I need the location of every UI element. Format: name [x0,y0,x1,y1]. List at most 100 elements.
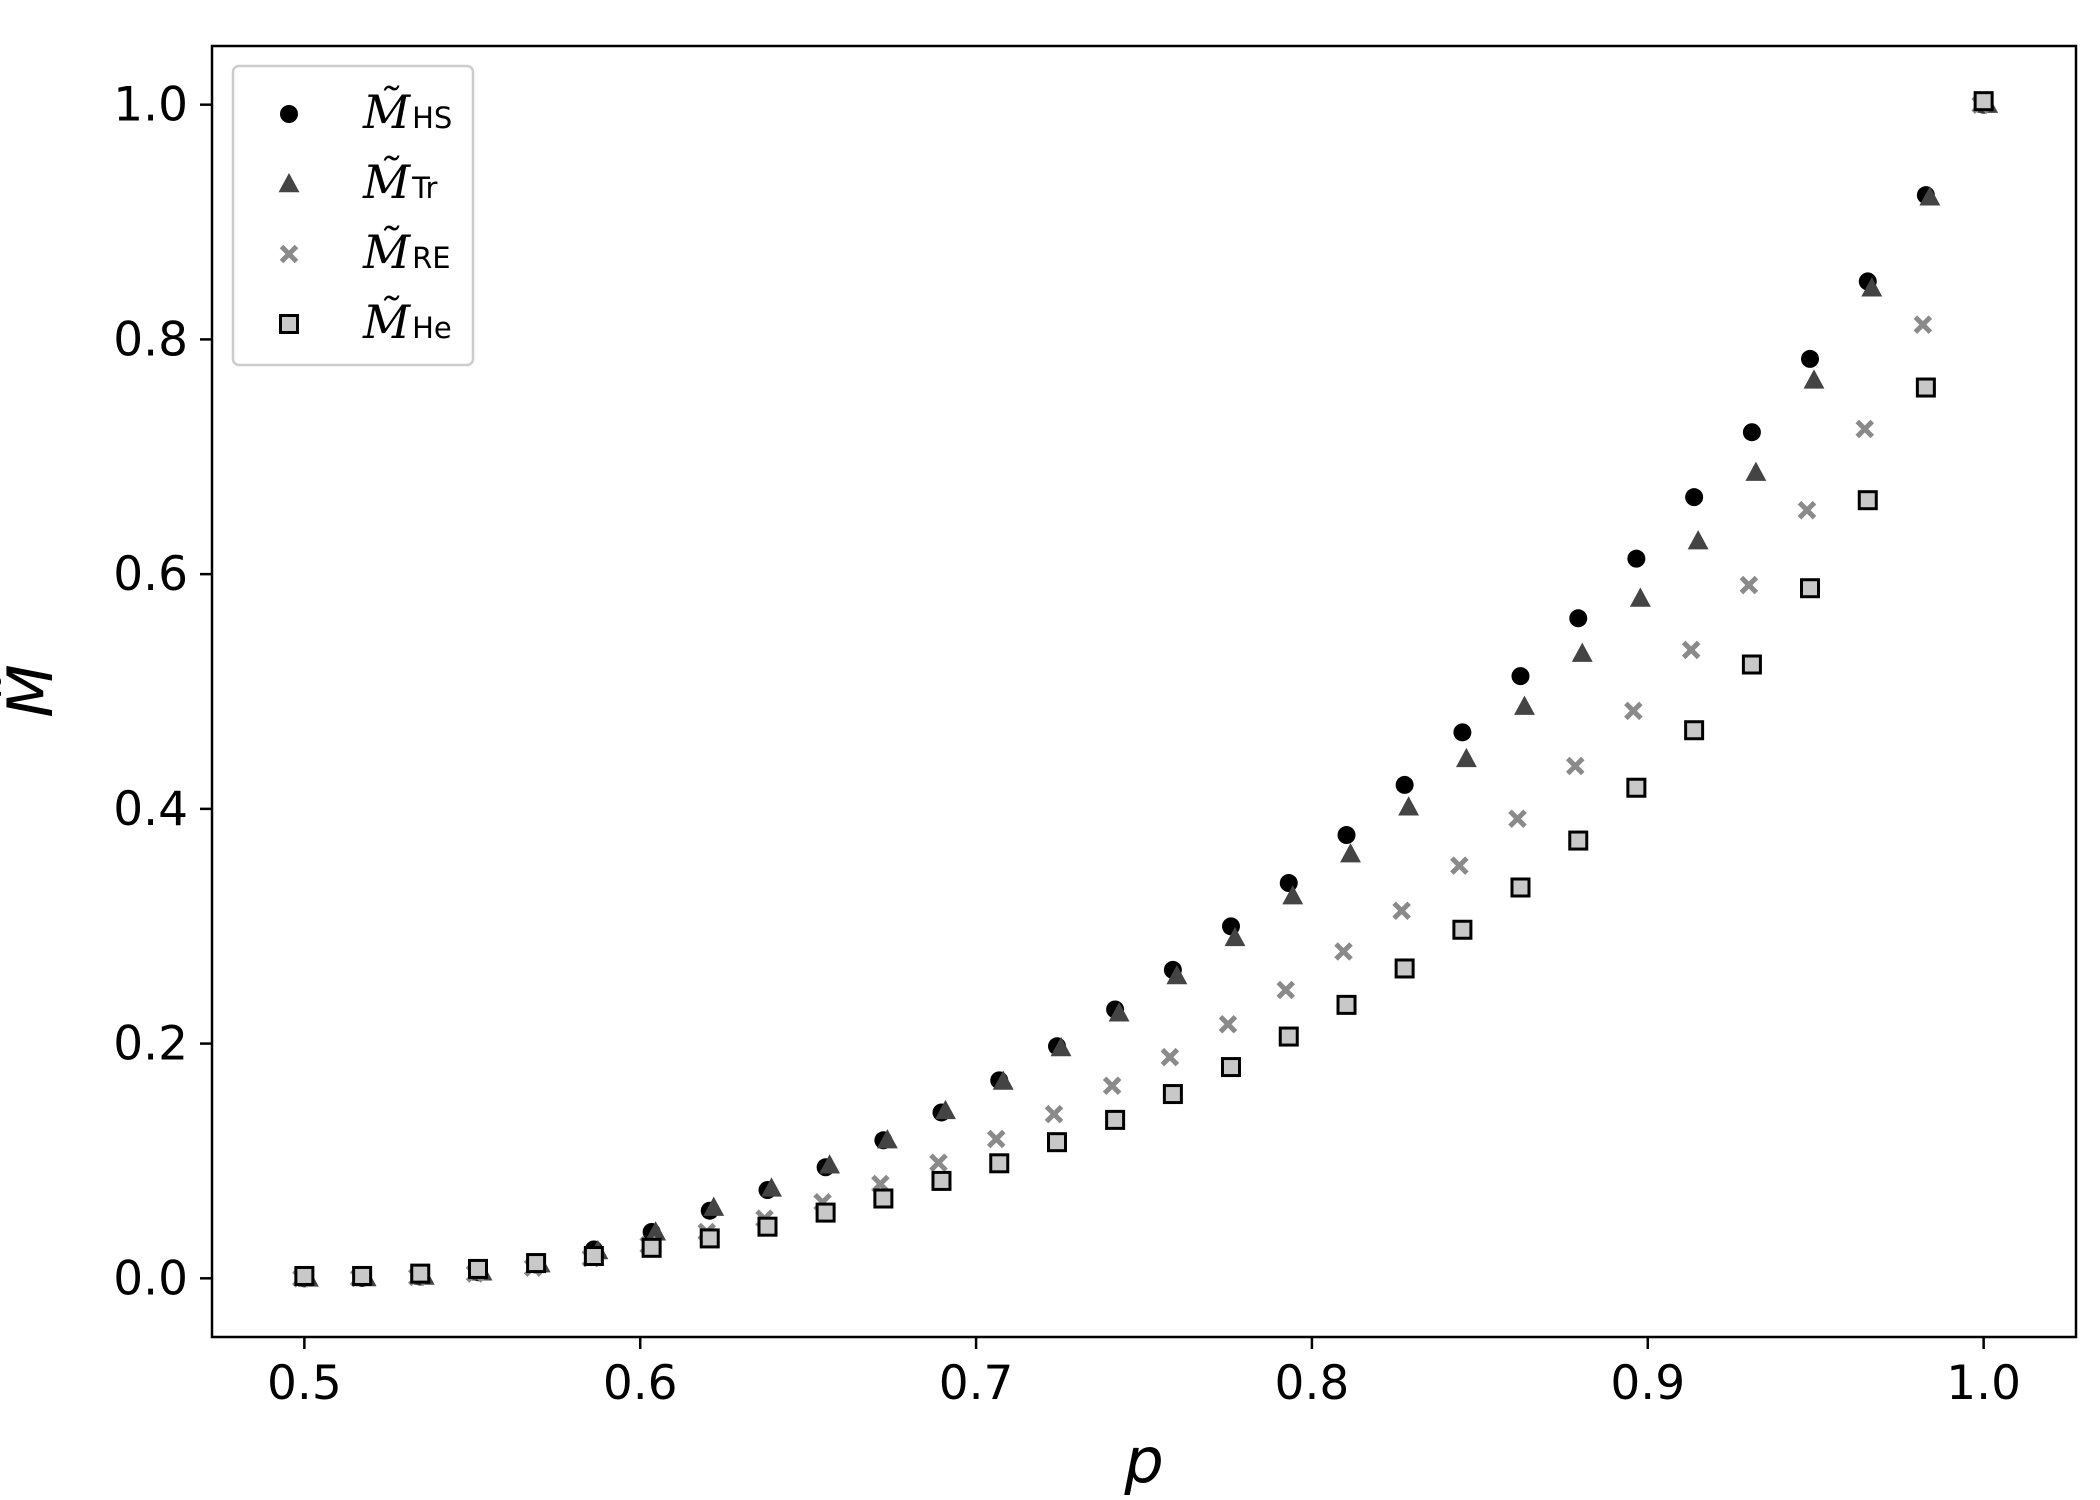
x-tick-label: 0.8 [1275,1356,1350,1411]
data-point-Tr [761,1177,782,1197]
x-tick-label: 0.6 [603,1356,678,1411]
legend-subscript: He [412,311,452,345]
data-point-He [526,1253,547,1274]
series-He [294,91,1994,1286]
y-axis-label: M̃ [0,664,67,718]
data-point-He [467,1258,488,1279]
data-point-HS [1801,349,1820,368]
legend-marker-RE [279,244,299,264]
legend-subscript: Tr [411,171,437,205]
data-point-HS [1395,775,1414,794]
data-point-HS [1337,826,1356,845]
data-point-Tr [935,1099,956,1120]
data-point-Tr [1629,587,1651,607]
data-point-HS [1453,723,1472,742]
data-point-RE [929,1153,948,1172]
data-point-RE [1739,575,1759,595]
data-point-He [1162,1084,1183,1105]
x-tick-label: 1.0 [1946,1356,2021,1411]
data-point-He [1452,919,1473,940]
legend-label-RE: M̃RE [362,225,451,279]
legend-marker-Tr [278,173,300,193]
data-point-RE [1102,1076,1122,1095]
data-point-He [873,1188,894,1209]
data-point-HS [1685,488,1704,507]
y-axis-ticks: 0.0 0.2 0.4 0.6 0.8 1.0 [113,78,212,1306]
data-point-He [1857,490,1878,511]
y-tick-label: 0.8 [113,312,188,367]
data-point-He [1626,777,1647,798]
data-point-HS [1569,609,1588,628]
data-point-He [1568,830,1589,851]
data-point-Tr [1398,796,1420,816]
data-point-Tr [1282,885,1304,905]
data-point-He [1915,377,1936,398]
data-point-Tr [992,1070,1014,1090]
data-point-HS [1627,549,1646,568]
legend-symbol: M̃ [362,225,412,279]
legend-symbol: M̃ [362,155,412,209]
data-point-He [641,1237,662,1258]
legend-symbol: M̃ [362,85,412,139]
data-point-He [1741,654,1762,675]
y-tick-label: 0.6 [113,547,188,602]
data-point-Tr [1514,695,1535,715]
x-axis-ticks: 0.5 0.6 0.7 0.8 0.9 1.0 [267,1337,2021,1411]
data-point-He [1800,578,1821,599]
legend-items: M̃HSM̃TrM̃REM̃He [278,85,452,349]
data-point-RE [1855,419,1875,439]
legend-subscript: HS [412,101,452,135]
data-point-RE [1218,1014,1238,1034]
data-point-He [699,1228,720,1249]
data-point-Tr [1340,843,1361,863]
x-tick-label: 0.9 [1610,1356,1685,1411]
legend: M̃HSM̃TrM̃REM̃He [231,64,475,367]
data-point-RE [1450,856,1469,875]
data-point-He [815,1202,836,1223]
data-point-RE [986,1129,1006,1149]
data-point-He [1684,720,1705,741]
data-point-Tr [1861,277,1883,297]
legend-symbol: M̃ [362,295,412,349]
data-point-Tr [1224,926,1246,947]
data-point-He [1510,877,1531,898]
data-point-Tr [1455,747,1477,768]
data-point-RE [1044,1104,1064,1124]
legend-label-He: M̃He [362,295,452,349]
data-point-He [583,1246,604,1267]
data-point-He [757,1216,778,1237]
data-point-RE [1913,315,1933,334]
legend-subscript: RE [412,241,450,275]
data-point-RE [1508,809,1527,828]
data-point-He [294,1265,315,1286]
data-point-He [1336,994,1357,1015]
data-point-Tr [1687,530,1709,550]
data-point-He [1220,1057,1241,1078]
data-point-RE [1334,942,1353,961]
data-point-He [989,1153,1010,1174]
data-point-Tr [1571,642,1593,662]
legend-label-HS: M̃HS [362,85,452,139]
data-point-RE [1392,901,1411,921]
data-point-Tr [703,1196,725,1216]
data-point-HS [1279,874,1298,893]
data-point-RE [1797,500,1817,520]
data-point-Tr [1108,1002,1130,1022]
data-point-Tr [1745,461,1767,481]
data-point-He [931,1170,952,1191]
data-point-He [1973,91,1994,112]
legend-marker-HS [280,105,298,123]
x-tick-label: 0.7 [939,1356,1014,1411]
data-point-He [1394,958,1415,979]
data-point-Tr [1803,369,1825,389]
data-point-Tr [876,1129,898,1149]
data-point-HS [1742,423,1761,442]
data-point-Tr [1166,964,1188,985]
y-tick-label: 0.0 [113,1251,188,1306]
data-point-Tr [819,1154,841,1174]
data-point-HS [1511,667,1530,686]
data-point-RE [1276,980,1296,1000]
data-point-He [1047,1132,1068,1153]
legend-box [231,64,475,367]
data-point-He [1105,1109,1126,1130]
